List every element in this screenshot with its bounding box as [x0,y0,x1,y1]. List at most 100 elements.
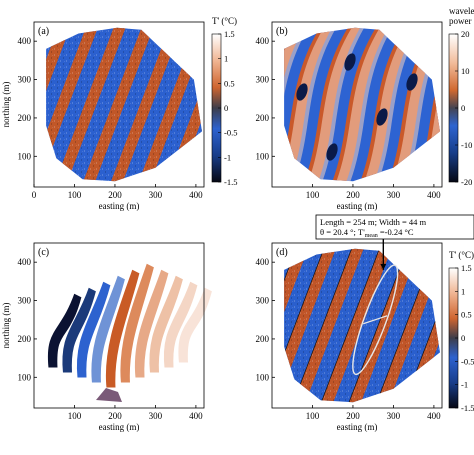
axes-frame [271,21,443,188]
colorbar-title: T' (°C) [212,16,237,26]
texture [284,248,440,403]
y-tick-label: 300 [256,296,270,306]
x-tick-label: 300 [149,411,163,421]
colorbar-tick-label: -1.5 [224,177,237,187]
panel-label: (b) [276,26,288,37]
wavelet-band-highlight [330,27,402,182]
contour-line [315,248,386,403]
colorbar-tick-label: 0.5 [224,78,235,88]
y-tick-label: 300 [256,75,270,85]
classified-patch [96,388,122,402]
colorbar-tick-label: 1.5 [461,263,472,273]
y-tick-label: 100 [18,372,32,382]
classified-band [119,262,156,384]
wavelet-minimum [344,53,356,71]
panel-label: (c) [38,247,49,258]
y-tick-label: 400 [256,36,270,46]
panel-a: 0 100 200 300 400 100 200 300 400 easting (m) nort… [1,21,205,211]
classified-band [104,268,141,389]
wavelet-minimum [296,83,308,101]
colorbar-tick-label: -1 [224,152,231,162]
classified-band [133,268,170,379]
y-tick-label: 100 [18,151,32,161]
x-axis-label: easting (m) [99,422,140,432]
annotation-line-1: Length = 254 m; Width = 44 m [320,217,427,227]
wavelet-minimum [376,108,388,126]
panel-d: 100 200 300 400 100 200 300 400 easting (m) (d) Le… [256,214,474,432]
classified-band [75,280,112,379]
x-tick-label: 100 [306,190,320,200]
colorbar-tick-label: 10 [461,66,470,76]
colorbar-tick-label: 0 [461,103,465,113]
x-tick-label: 100 [68,411,82,421]
colorbar-title: wavelet [449,6,474,16]
colorbar-tick-label: -0.5 [461,356,474,366]
panel-label: (d) [276,247,288,258]
contour-line [284,248,331,403]
classified-band [162,280,199,369]
colorbar-tick-label: -0.5 [224,128,237,138]
x-axis-label: easting (m) [337,422,378,432]
x-axis-label: easting (m) [337,201,378,211]
x-tick-label: 400 [427,190,441,200]
annotation-subscript: mean [365,233,378,239]
y-axis-label: northing (m) [1,303,11,349]
y-tick-label: 200 [256,113,270,123]
map-field [46,27,202,182]
x-tick-label: 100 [68,190,82,200]
axes-frame [33,242,205,409]
highlighted-feature [352,264,399,376]
classified-band [61,286,98,374]
colorbar-tick-label: -1 [461,380,468,390]
y-tick-label: 200 [18,334,32,344]
colorbar-tick-label: 20 [461,29,470,39]
x-tick-label: 200 [108,411,122,421]
arrow-head [380,263,387,270]
wavelet-band-highlight [386,27,440,182]
y-axis-label: northing (m) [1,82,11,128]
panel-label: (a) [38,26,49,37]
classified-band [46,292,83,369]
colorbars: 1.510.50-0.5-1-1.5T' (°C)20100-10-20wave… [211,6,474,413]
wavelet-minimum [326,143,338,161]
x-tick-label: 0 [32,190,37,200]
colorbar-title: power [449,16,472,26]
panel-b: 100 200 300 400 100 200 300 400 easting (m) (b) [256,21,443,211]
x-tick-label: 300 [149,190,163,200]
colorbar-tick-label: 0.5 [461,310,472,320]
x-tick-label: 400 [189,411,203,421]
colorbar-tick-label: -10 [461,140,472,150]
feature-width-axis [363,315,388,325]
wavelet-minimum [406,73,418,91]
y-tick-label: 200 [256,334,270,344]
colorbar-tick-label: -20 [461,177,472,187]
colorbar-tick-label: 0 [461,333,465,343]
y-tick-label: 100 [256,372,270,382]
colorbar-tick-label: 1.5 [224,29,235,39]
panel-c: 100 200 300 400 100 200 300 400 easting (m) north… [1,242,214,432]
colorbar-tick-label: -1.5 [461,403,474,413]
y-tick-label: 100 [256,151,270,161]
x-tick-label: 300 [387,411,401,421]
classified-band [148,274,185,374]
axes-frame [33,21,205,188]
annotation-box [315,214,474,240]
x-tick-label: 200 [346,411,360,421]
wavelet-band-highlight [302,27,374,182]
wavelet-band-highlight [358,27,430,182]
map-field [284,27,440,182]
x-tick-label: 200 [108,190,122,200]
texture [46,27,202,182]
x-tick-label: 400 [189,190,203,200]
annotation-line-2: θ = 20.4 °; T'mean =-0.24 °C [320,227,414,239]
colorbar-title: T' (°C) [449,250,474,260]
axes-frame [271,242,443,409]
y-tick-label: 300 [18,75,32,85]
x-tick-label: 400 [427,411,441,421]
y-tick-label: 400 [18,257,32,267]
y-tick-label: 400 [18,36,32,46]
y-tick-label: 400 [256,257,270,267]
y-tick-label: 200 [18,113,32,123]
classified-band [90,274,127,384]
